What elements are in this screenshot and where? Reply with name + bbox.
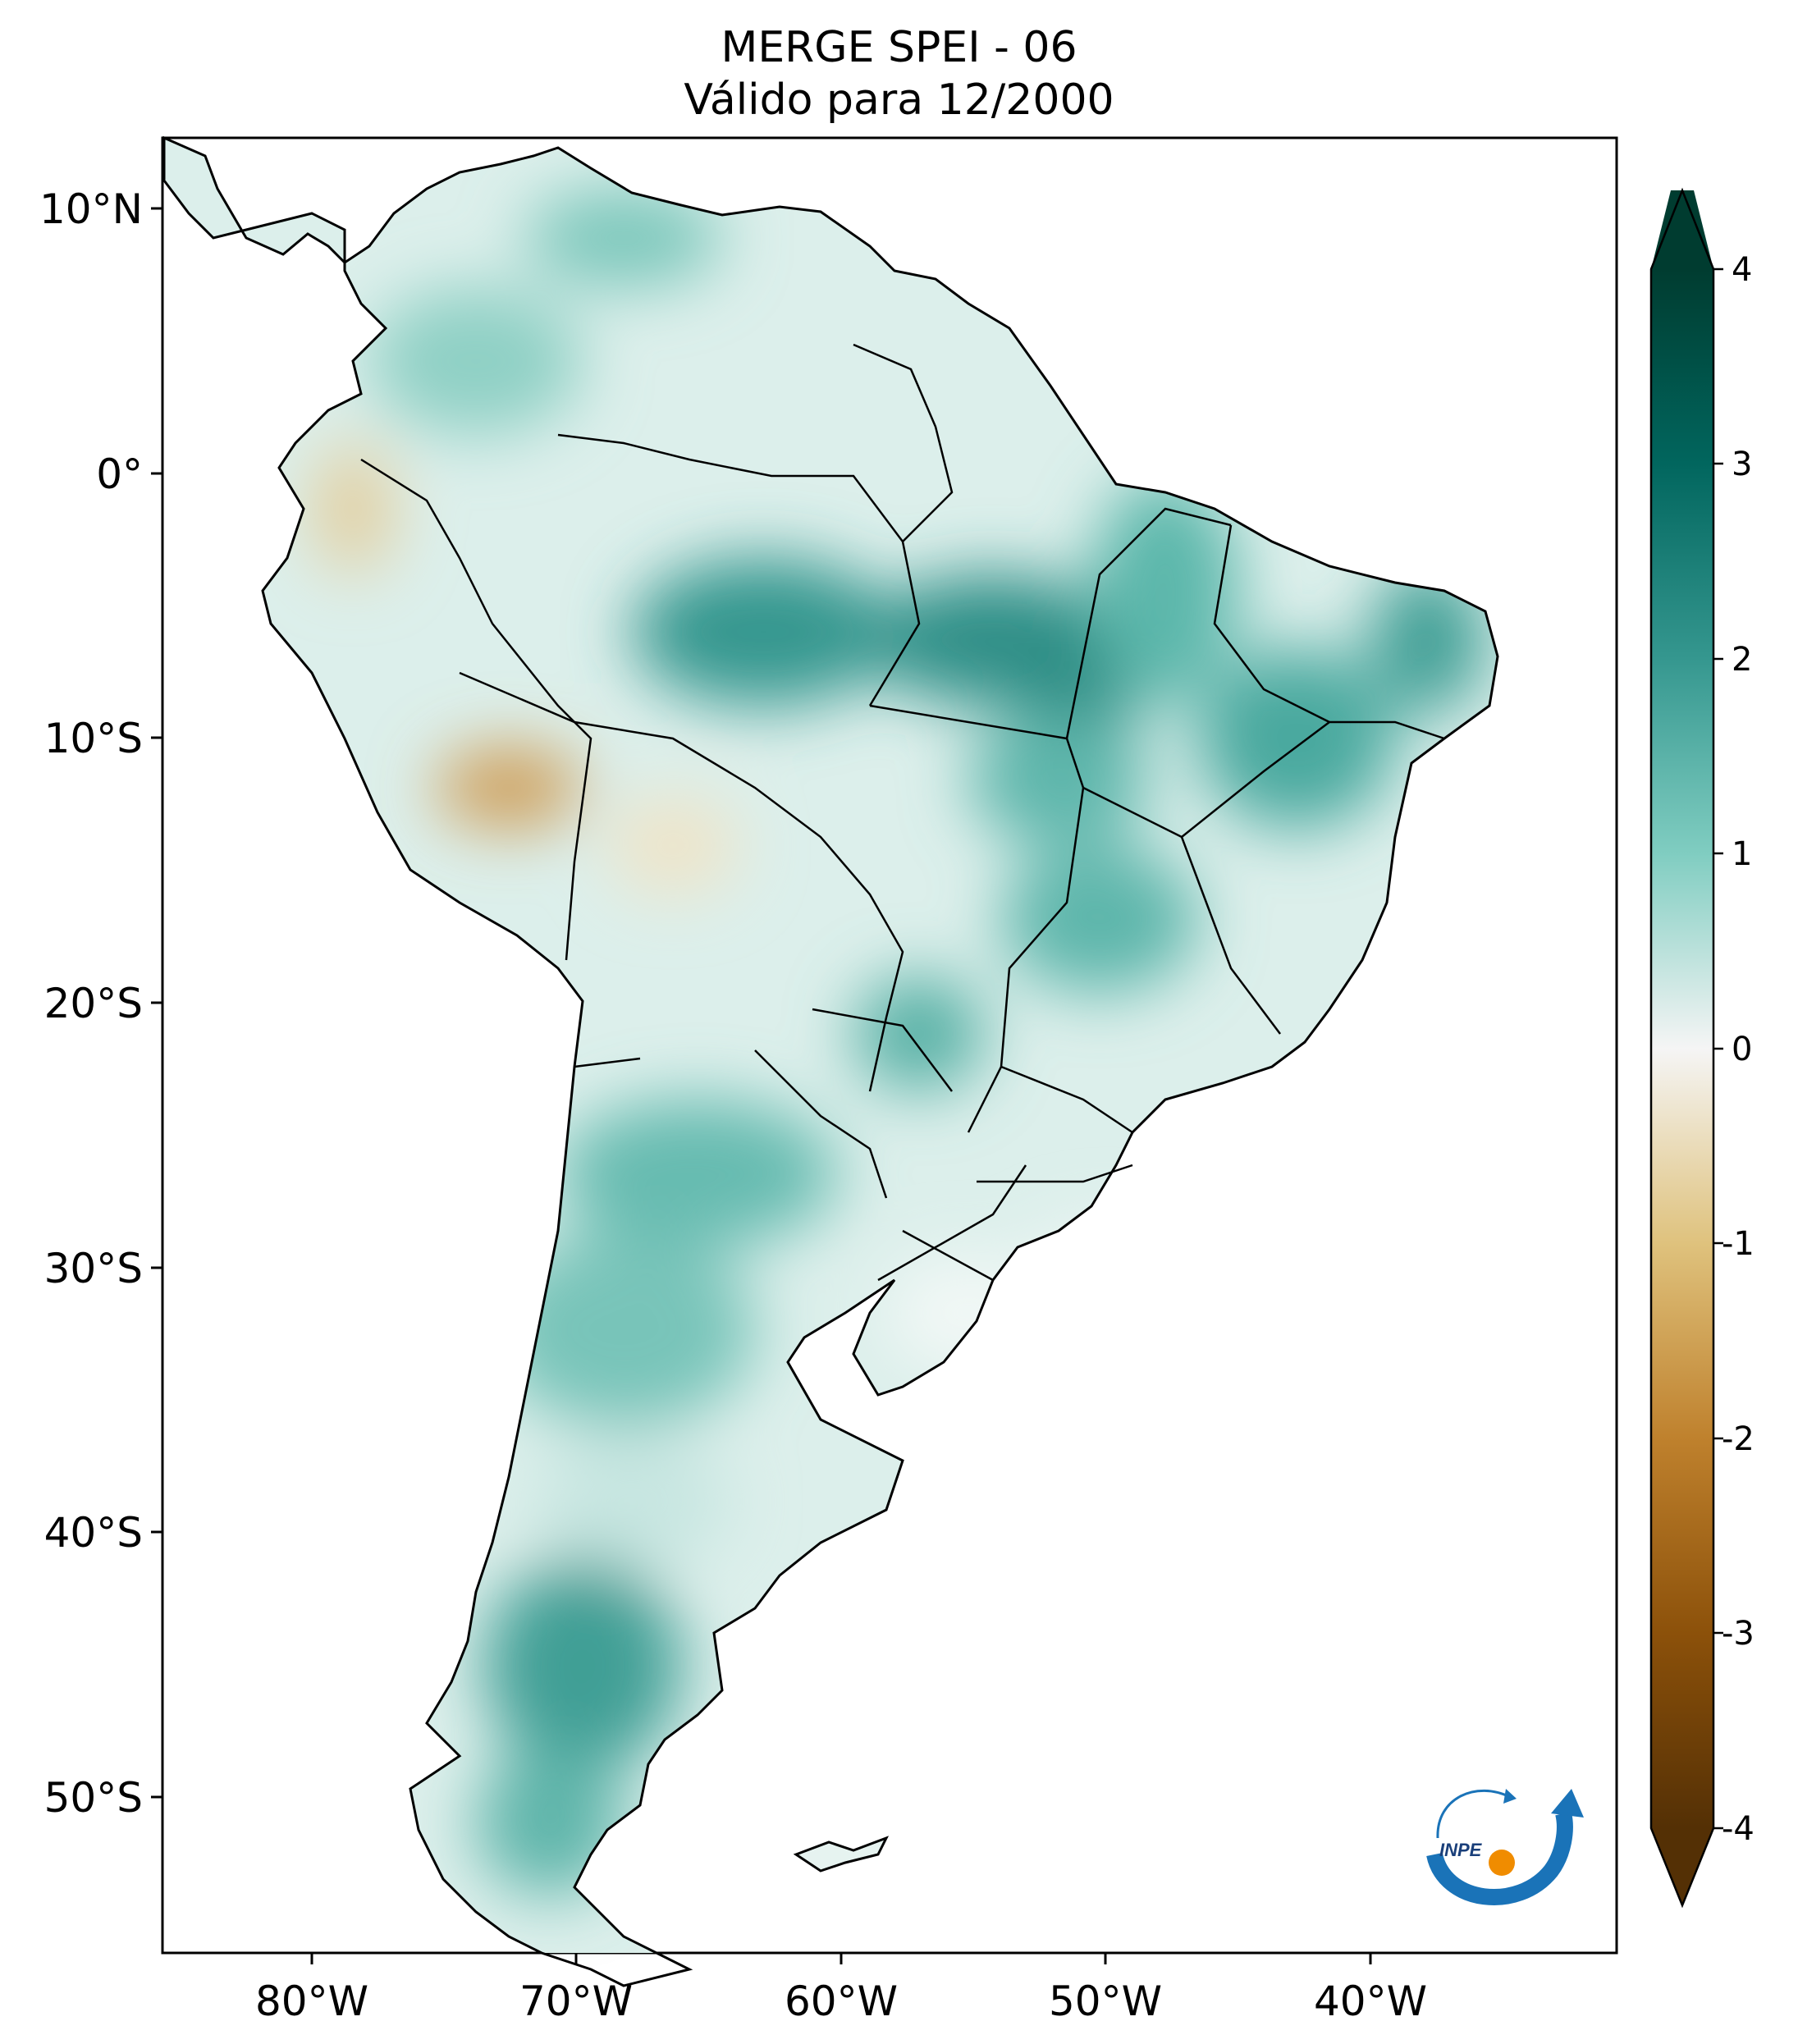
y-tick-40s: 40°S: [44, 1509, 143, 1557]
political-borders: [360, 343, 1445, 1282]
colorbar-tick-4: 4: [1732, 251, 1752, 289]
x-tick-50w: 50°W: [1049, 1978, 1162, 2025]
y-tick-0: 0°: [96, 450, 143, 498]
colorbar-top-extension: [1651, 190, 1713, 269]
colorbar: 4 3 2 1 0 -1 -2 -3 -4: [1649, 187, 1755, 1909]
colorbar-tick-1: 1: [1732, 835, 1752, 873]
colorbar-tick-3: 3: [1732, 446, 1752, 483]
x-tick-80w: 80°W: [255, 1978, 368, 2025]
colorbar-tick-0: 0: [1732, 1031, 1752, 1068]
colorbar-bottom-extension: [1651, 1828, 1713, 1905]
x-tick-60w: 60°W: [785, 1978, 898, 2025]
falkland-islands: [793, 1836, 890, 1873]
y-tick-10n: 10°N: [39, 185, 143, 233]
colorbar-tick-neg1: -1: [1722, 1225, 1755, 1263]
colorbar-tick-neg4: -4: [1722, 1810, 1755, 1848]
map-subtitle: Válido para 12/2000: [684, 75, 1114, 125]
x-tick-40w: 40°W: [1314, 1978, 1427, 2025]
colorbar-tick-neg2: -2: [1722, 1420, 1755, 1458]
y-tick-20s: 20°S: [44, 980, 143, 1027]
inpe-logo: INPE: [1426, 1789, 1584, 1905]
inpe-logo-text: INPE: [1439, 1840, 1483, 1860]
colorbar-tick-2: 2: [1732, 641, 1752, 679]
y-tick-10s: 10°S: [44, 715, 143, 762]
y-tick-30s: 30°S: [44, 1245, 143, 1292]
map-title: MERGE SPEI - 06: [721, 23, 1077, 72]
x-tick-70w: 70°W: [519, 1978, 633, 2025]
axis-tick-marks: [151, 207, 1372, 1964]
y-tick-50s: 50°S: [44, 1774, 143, 1822]
colorbar-tick-neg3: -3: [1722, 1615, 1755, 1653]
